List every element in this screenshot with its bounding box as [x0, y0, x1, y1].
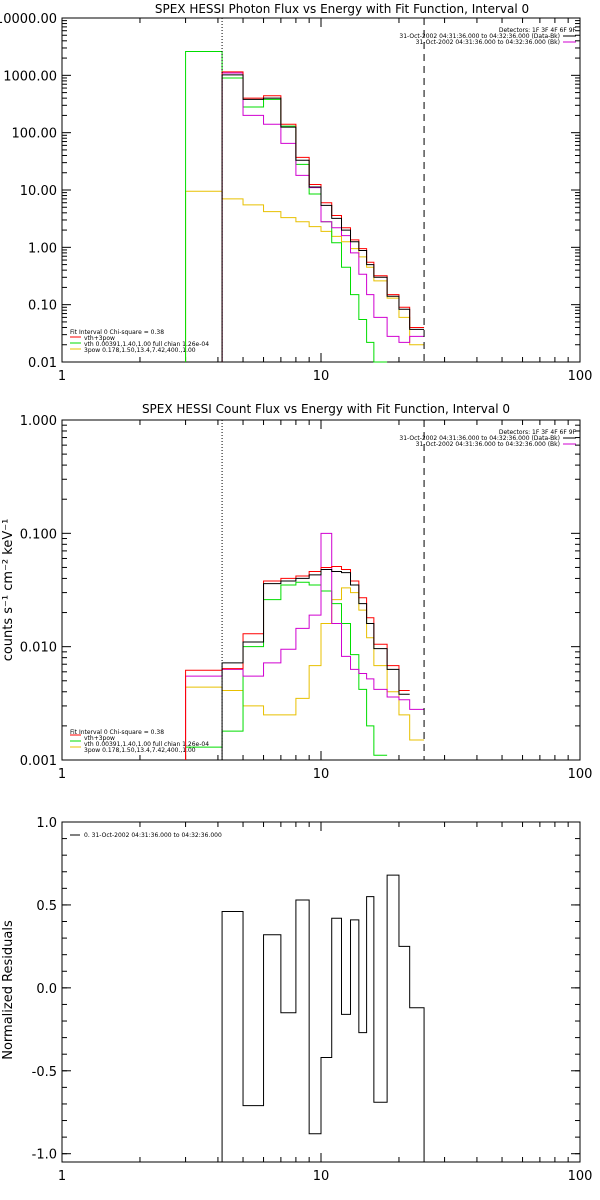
residuals-ylabel: Normalized Residuals [1, 920, 16, 1060]
photon-legend-vth3pow: vth+3pow [84, 335, 115, 342]
count-legend-detectors: Detectors: 1F 3F 4F 6F 9F [499, 429, 577, 436]
y-tick-label: -1.0 [32, 1148, 57, 1163]
series-total-histogram [185, 565, 410, 760]
y-tick-label: 0.01 [28, 356, 57, 371]
y-tick-label: 1000.00 [3, 69, 57, 84]
x-tick-label: 1 [58, 369, 66, 384]
photon-legend-fit-interval: Fit Interval 0 Chi-square = 0.38 [70, 329, 164, 336]
y-tick-label: 0.5 [36, 899, 57, 914]
residuals-histogram [221, 874, 425, 1162]
photon-legend-detectors: Detectors: 1F 3F 4F 6F 9F [499, 27, 577, 34]
photon-flux-panel: SPEX HESSI Photon Flux vs Energy with Fi… [0, 2, 592, 384]
x-tick-label: 10 [313, 369, 330, 384]
y-tick-label: 1.000 [20, 414, 57, 429]
count-legend-data-bk: 31-Oct-2002 04:31:36.000 to 04:32:36.000… [399, 435, 560, 442]
y-tick-label: 0.0 [36, 982, 57, 997]
x-tick-label: 100 [568, 369, 593, 384]
y-tick-label: 100.00 [12, 127, 58, 142]
y-tick-label: 1.00 [28, 241, 57, 256]
y-tick-label: 0.10 [28, 299, 57, 314]
x-tick-label: 100 [568, 767, 593, 782]
count-flux-title: SPEX HESSI Count Flux vs Energy with Fit… [142, 402, 510, 416]
y-tick-label: -0.5 [32, 1065, 57, 1080]
x-tick-label: 10 [313, 767, 330, 782]
x-tick-label: 1 [58, 1169, 66, 1184]
series-bk-histogram [221, 72, 425, 362]
count-legend-fit-interval: Fit Interval 0 Chi-square = 0.38 [70, 729, 164, 736]
series-thermal-histogram [185, 581, 388, 760]
count-legend-bk: 31-Oct-2002 04:31:36.000 to 04:32:36.000… [416, 441, 560, 448]
photon-flux-title: SPEX HESSI Photon Flux vs Energy with Fi… [155, 2, 529, 16]
count-flux-panel: SPEX HESSI Count Flux vs Energy with Fit… [1, 402, 592, 782]
count-legend-vth: vth 0.00391,1.40,1.00 full chian 1.26e-0… [84, 741, 209, 748]
x-tick-label: 1 [58, 767, 66, 782]
series-thermal-histogram [185, 51, 388, 363]
y-tick-label: 10.00 [20, 184, 57, 199]
series-data-histogram [221, 74, 425, 362]
photon-legend-data-bk: 31-Oct-2002 04:31:36.000 to 04:32:36.000… [399, 33, 560, 40]
count-legend-3pow: 3pow 0.178,1.50,13.4,7.42,400.,1.00 [84, 747, 196, 754]
series-data-histogram [221, 568, 410, 760]
y-tick-label: 0.010 [20, 641, 57, 656]
photon-legend-bk: 31-Oct-2002 04:31:36.000 to 04:32:36.000… [416, 39, 560, 46]
photon-legend-vth: vth 0.00391,1.40,1.00 full chian 1.26e-0… [84, 341, 209, 348]
photon-legend-3pow: 3pow 0.178,1.50,13.4,7.42,400.,1.00 [84, 347, 196, 354]
count-legend-vth3pow: vth+3pow [84, 735, 115, 742]
series-bk-histogram [185, 532, 425, 760]
y-tick-label: 0.001 [20, 754, 57, 769]
series-pow-histogram [185, 587, 425, 760]
residuals-legend: 0. 31-Oct-2002 04:31:36.000 to 04:32:36.… [84, 832, 222, 839]
y-tick-label: 10000.00 [0, 12, 57, 27]
residuals-panel: Normalized Residuals 0. 31-Oct-2002 04:3… [1, 816, 592, 1184]
x-tick-label: 10 [313, 1169, 330, 1184]
y-tick-label: 1.0 [36, 816, 57, 831]
x-tick-label: 100 [568, 1169, 593, 1184]
count-flux-ylabel: counts s⁻¹ cm⁻² keV⁻¹ [1, 519, 16, 662]
y-tick-label: 0.100 [20, 527, 57, 542]
